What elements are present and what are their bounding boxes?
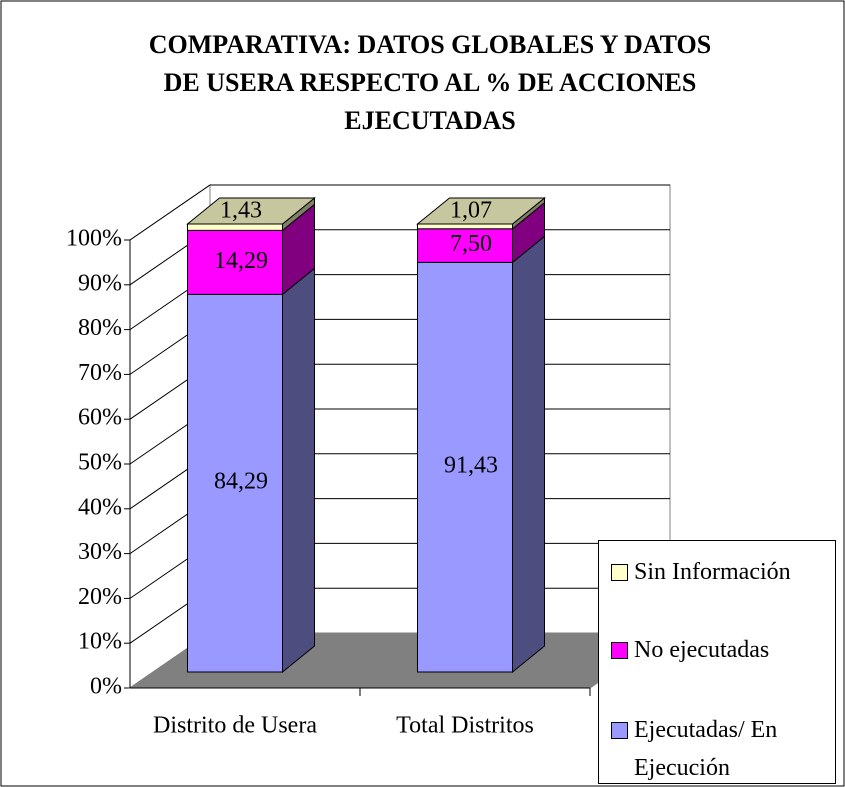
legend-label: Ejecutadas/ En Ejecución	[634, 717, 778, 781]
legend-label: No ejecutadas	[634, 637, 770, 663]
data-label: 91,43	[444, 453, 498, 479]
bar	[417, 261, 513, 673]
y-tick-label: 20%	[78, 584, 122, 610]
grid-line	[129, 184, 670, 241]
x-tick-label: Distrito de Usera	[153, 713, 317, 739]
bar	[417, 223, 513, 230]
y-tick-label: 80%	[78, 315, 122, 341]
legend-swatch	[611, 722, 628, 739]
y-tick-label: 100%	[66, 226, 122, 252]
legend-swatch	[611, 564, 628, 581]
bar	[187, 293, 283, 673]
data-label: 84,29	[214, 469, 268, 495]
bar	[187, 229, 283, 295]
y-tick-label: 90%	[78, 270, 122, 296]
y-tick-label: 40%	[78, 494, 122, 520]
y-tick-label: 70%	[78, 360, 122, 386]
legend-entry: Sin Información	[611, 553, 833, 591]
bar-side	[282, 267, 315, 674]
data-label: 1,43	[220, 197, 262, 223]
chart-title: COMPARATIVA: DATOS GLOBALES Y DATOS DE U…	[148, 30, 712, 135]
y-tick-label: 10%	[78, 629, 122, 655]
bar-side	[512, 235, 545, 674]
y-tick-label: 50%	[78, 450, 122, 476]
legend-entry: No ejecutadas	[611, 631, 833, 669]
legend-swatch	[611, 642, 628, 659]
legend: Sin Información No ejecutadas Ejecutadas/ …	[598, 540, 836, 784]
data-label: 14,29	[214, 248, 268, 274]
bar-top	[416, 197, 546, 225]
y-tick-label: 60%	[78, 405, 122, 431]
bar	[187, 223, 283, 231]
legend-label: Sin Información	[634, 559, 791, 585]
y-tick-label: 0%	[90, 674, 122, 700]
x-tick-label: Total Distritos	[396, 713, 534, 739]
y-tick-label: 30%	[78, 539, 122, 565]
legend-entry: Ejecutadas/ En Ejecución	[611, 711, 833, 787]
bar-top	[186, 197, 316, 225]
data-label: 7,50	[450, 231, 492, 257]
data-label: 1,07	[450, 198, 492, 224]
